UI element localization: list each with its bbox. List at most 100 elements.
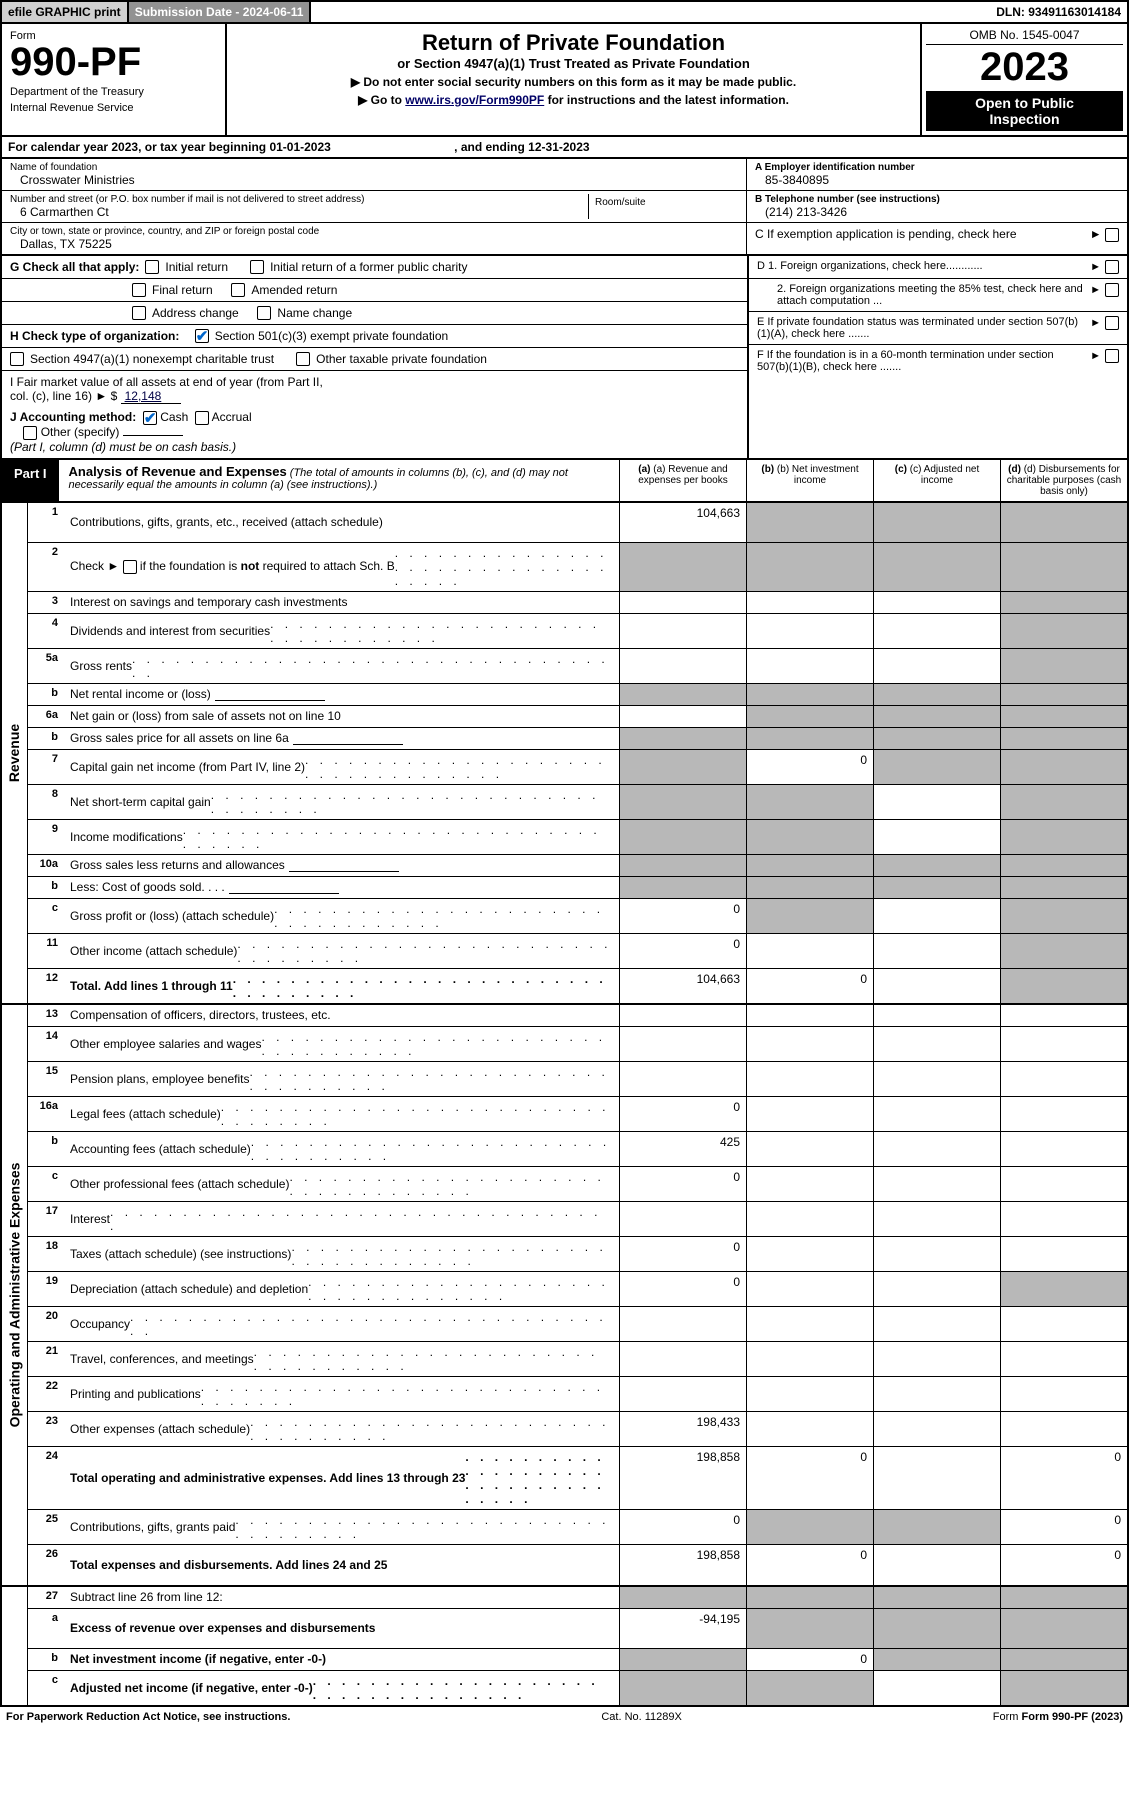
ln-10a: 10a — [28, 855, 64, 876]
row-22: 22 Printing and publications — [28, 1377, 1127, 1412]
ij-row: I Fair market value of all assets at end… — [2, 371, 747, 458]
cell-17c — [873, 1202, 1000, 1236]
g-opt-0: Initial return — [165, 260, 228, 274]
h1-checkbox[interactable] — [195, 329, 209, 343]
row-16c: c Other professional fees (attach schedu… — [28, 1167, 1127, 1202]
c-box: C If exemption application is pending, c… — [747, 223, 1127, 246]
desc-5b: Net rental income or (loss) — [64, 684, 619, 705]
ln-19: 19 — [28, 1272, 64, 1306]
j-cash-checkbox[interactable] — [143, 411, 157, 425]
ln-14: 14 — [28, 1027, 64, 1061]
checks-left: G Check all that apply: Initial return I… — [2, 256, 747, 458]
desc-15: Pension plans, employee benefits — [64, 1062, 619, 1096]
cell-21d — [1000, 1342, 1127, 1376]
j-other-checkbox[interactable] — [23, 426, 37, 440]
e-checkbox[interactable] — [1105, 316, 1119, 330]
ein-value: 85-3840895 — [765, 173, 1119, 187]
cell-18c — [873, 1237, 1000, 1271]
row-11: 11 Other income (attach schedule) 0 — [28, 934, 1127, 969]
row-10b: b Less: Cost of goods sold . . . . — [28, 877, 1127, 899]
ln-13: 13 — [28, 1005, 64, 1026]
desc-1: Contributions, gifts, grants, etc., rece… — [64, 503, 619, 542]
input-10a[interactable] — [289, 859, 399, 872]
input-6b[interactable] — [293, 732, 403, 745]
cell-20a — [619, 1307, 746, 1341]
cell-9c — [873, 820, 1000, 854]
cell-27ca — [619, 1671, 746, 1705]
cell-13a — [619, 1005, 746, 1026]
desc-9-text: Income modifications — [70, 830, 183, 844]
cell-17d — [1000, 1202, 1127, 1236]
schb-checkbox[interactable] — [123, 560, 137, 574]
cell-25c — [873, 1510, 1000, 1544]
c-checkbox[interactable] — [1105, 228, 1119, 242]
cell-7c — [873, 750, 1000, 784]
ln-27a: a — [28, 1609, 64, 1648]
cell-20b — [746, 1307, 873, 1341]
cell-5ad — [1000, 649, 1127, 683]
cell-27cc — [873, 1671, 1000, 1705]
g-initial-checkbox[interactable] — [145, 260, 159, 274]
cell-19c — [873, 1272, 1000, 1306]
i-value[interactable]: 12,148 — [121, 389, 181, 404]
input-10b[interactable] — [229, 881, 339, 894]
d2-checkbox[interactable] — [1105, 283, 1119, 297]
d1-row: D 1. Foreign organizations, check here..… — [749, 256, 1127, 279]
phone-value: (214) 213-3426 — [765, 205, 1119, 219]
ln-16a: 16a — [28, 1097, 64, 1131]
input-5b[interactable] — [215, 688, 325, 701]
row-6a: 6a Net gain or (loss) from sale of asset… — [28, 706, 1127, 728]
cell-16aa: 0 — [619, 1097, 746, 1131]
g-namechg-checkbox[interactable] — [257, 306, 271, 320]
ln-23: 23 — [28, 1412, 64, 1446]
irs-link[interactable]: www.irs.gov/Form990PF — [405, 93, 544, 107]
cell-25d: 0 — [1000, 1510, 1127, 1544]
j-other: Other (specify) — [41, 425, 120, 439]
desc-23: Other expenses (attach schedule) — [64, 1412, 619, 1446]
e-row: E If private foundation status was termi… — [749, 312, 1127, 345]
g-amended-checkbox[interactable] — [231, 283, 245, 297]
name-box: Name of foundation Crosswater Ministries — [2, 159, 746, 191]
desc-27b: Net investment income (if negative, ente… — [64, 1649, 619, 1670]
row-1: 1 Contributions, gifts, grants, etc., re… — [28, 503, 1127, 543]
revenue-side-label: Revenue — [2, 503, 28, 1003]
cell-10ab — [746, 855, 873, 876]
desc-11: Other income (attach schedule) — [64, 934, 619, 968]
cell-7b: 0 — [746, 750, 873, 784]
desc-10c: Gross profit or (loss) (attach schedule) — [64, 899, 619, 933]
line27-table: 27 Subtract line 26 from line 12: a Exce… — [0, 1587, 1129, 1707]
g-opt-1: Initial return of a former public charit… — [270, 260, 467, 274]
cell-16ac — [873, 1097, 1000, 1131]
cell-25a: 0 — [619, 1510, 746, 1544]
cell-19a: 0 — [619, 1272, 746, 1306]
d1-checkbox[interactable] — [1105, 260, 1119, 274]
row-8: 8 Net short-term capital gain — [28, 785, 1127, 820]
h2-checkbox[interactable] — [10, 352, 24, 366]
desc-16b: Accounting fees (attach schedule) — [64, 1132, 619, 1166]
cell-3a — [619, 592, 746, 613]
desc-2: Check ► if the foundation is not require… — [64, 543, 619, 591]
g-former-checkbox[interactable] — [250, 260, 264, 274]
cell-16bc — [873, 1132, 1000, 1166]
cell-2b — [746, 543, 873, 591]
g-addrchg-checkbox[interactable] — [132, 306, 146, 320]
efile-label[interactable]: efile GRAPHIC print — [2, 2, 129, 22]
f-checkbox[interactable] — [1105, 349, 1119, 363]
ln-5b: b — [28, 684, 64, 705]
cell-17a — [619, 1202, 746, 1236]
cell-27ac — [873, 1609, 1000, 1648]
cell-1a: 104,663 — [619, 503, 746, 542]
h-row: H Check type of organization: Section 50… — [2, 325, 747, 348]
g-final-checkbox[interactable] — [132, 283, 146, 297]
j-other-line[interactable] — [123, 435, 183, 436]
desc-27c: Adjusted net income (if negative, enter … — [64, 1671, 619, 1705]
row-20: 20 Occupancy — [28, 1307, 1127, 1342]
cell-2a — [619, 543, 746, 591]
j-accrual-checkbox[interactable] — [195, 411, 209, 425]
desc-16a: Legal fees (attach schedule) — [64, 1097, 619, 1131]
row-24: 24 Total operating and administrative ex… — [28, 1447, 1127, 1510]
desc-4: Dividends and interest from securities — [64, 614, 619, 648]
cell-24c — [873, 1447, 1000, 1509]
desc-7-text: Capital gain net income (from Part IV, l… — [70, 760, 305, 774]
h3-checkbox[interactable] — [296, 352, 310, 366]
